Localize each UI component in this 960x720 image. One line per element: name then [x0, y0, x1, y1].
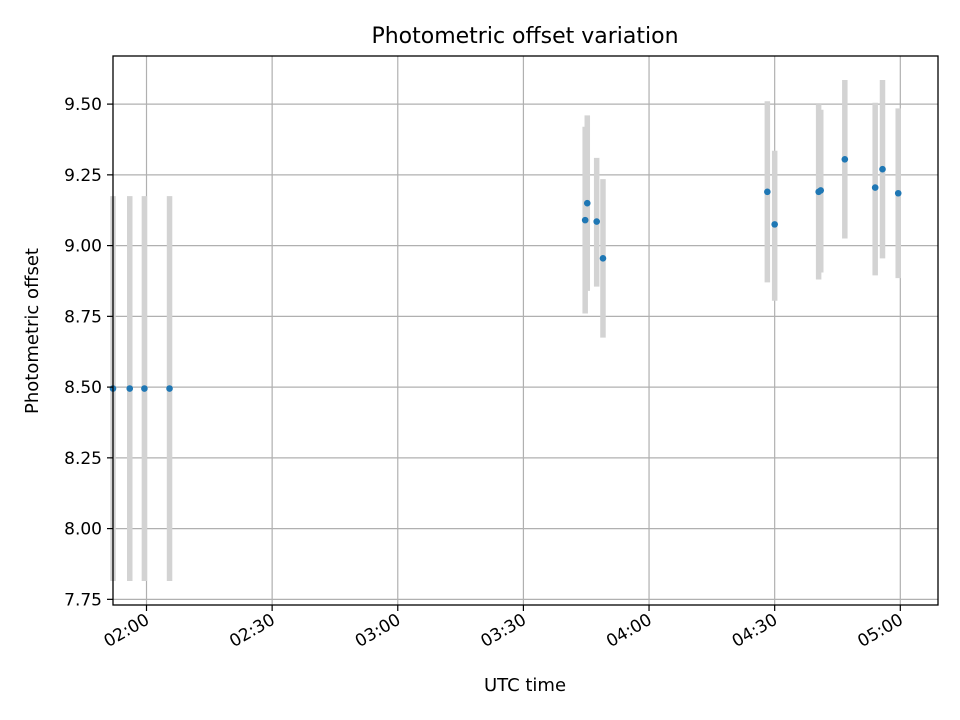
- x-axis-label: UTC time: [484, 675, 566, 696]
- y-tick-label: 9.50: [64, 95, 102, 115]
- plot-frame: [112, 55, 939, 606]
- y-tick-label: 8.75: [64, 307, 102, 327]
- data-point: [583, 199, 591, 207]
- data-point: [879, 165, 886, 173]
- data-point: [141, 385, 148, 392]
- y-tick-label: 8.00: [64, 520, 102, 540]
- y-tick-label: 7.75: [64, 590, 102, 610]
- data-point: [871, 184, 879, 191]
- x-tick-label: 03:00: [352, 610, 404, 652]
- x-tick-label: 02:00: [101, 610, 153, 652]
- grid-lines: [113, 56, 938, 605]
- data-point: [166, 385, 173, 392]
- y-axis-label: Photometric offset: [22, 248, 43, 414]
- axis-ticks: 7.75 8.00 8.25 8.50 8.75 9.00 9.25 9.50 02:00 02:…: [64, 95, 907, 652]
- data-points: [109, 155, 902, 392]
- y-tick-label: 8.50: [64, 378, 102, 398]
- chart-title: Photometric offset variation: [371, 24, 678, 49]
- data-point: [593, 218, 600, 225]
- data-point: [841, 155, 849, 163]
- x-tick-label: 04:00: [603, 610, 655, 652]
- data-point: [599, 255, 607, 262]
- x-tick-label: 02:30: [226, 610, 278, 652]
- y-tick-label: 9.25: [64, 166, 102, 186]
- data-point: [581, 216, 589, 224]
- y-tick-label: 8.25: [64, 449, 102, 469]
- data-point: [817, 187, 825, 194]
- data-point: [894, 189, 902, 197]
- x-tick-label: 05:00: [854, 610, 906, 652]
- data-point: [126, 385, 134, 392]
- x-tick-label: 03:30: [477, 610, 529, 652]
- data-point: [771, 221, 778, 228]
- data-point: [764, 188, 771, 196]
- x-tick-label: 04:30: [729, 610, 781, 652]
- error-bars: [110, 80, 901, 581]
- y-tick-label: 9.00: [64, 237, 102, 257]
